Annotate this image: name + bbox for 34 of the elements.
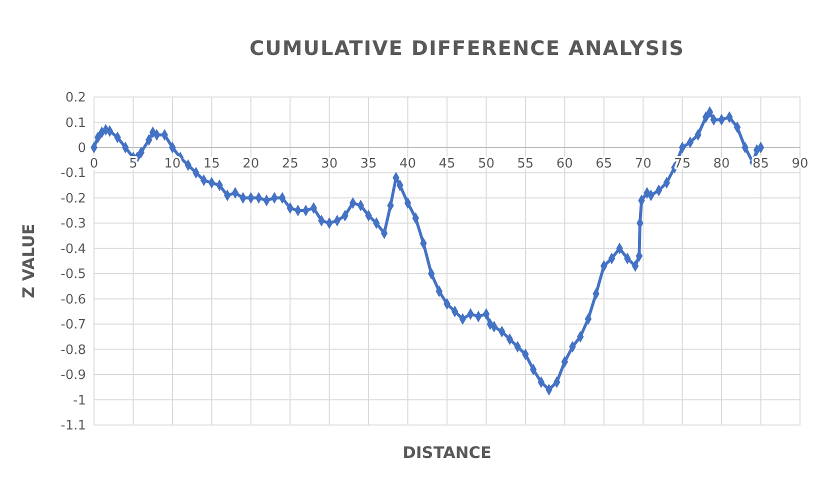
x-tick-label: 10 [164,156,181,172]
x-tick-label: 45 [438,156,456,172]
y-axis-title: Z VALUE [19,224,38,298]
x-tick-label: 60 [556,156,573,172]
y-tick-label: -0.4 [60,242,86,257]
y-tick-label: -0.7 [60,318,86,333]
y-tick-label: 0.2 [65,90,86,106]
x-axis-title: DISTANCE [402,443,492,462]
y-tick-label: -0.8 [60,342,86,358]
y-tick-label: -0.9 [60,368,86,384]
y-tick-label: -0.6 [60,292,86,308]
y-tick-label: -1.1 [60,418,86,434]
x-tick-label: 80 [713,156,730,172]
chart-title: CUMULATIVE DIFFERENCE ANALYSIS [249,36,685,60]
x-tick-label: 50 [478,156,494,172]
y-tick-label: -0.3 [60,216,86,232]
y-tick-label: -0.5 [60,267,86,282]
x-tick-label: 65 [596,156,612,172]
x-tick-label: 5 [129,156,138,172]
x-tick-label: 0 [90,156,98,172]
x-tick-label: 35 [360,156,377,172]
y-tick-label: 0.1 [65,116,86,131]
x-tick-label: 15 [203,156,220,172]
x-tick-label: 20 [242,156,260,172]
y-tick-label: -1 [73,393,86,408]
x-tick-label: 55 [517,156,534,172]
y-tick-label: 0 [78,141,86,156]
x-tick-label: 40 [400,156,416,172]
x-tick-label: 90 [792,156,808,172]
x-tick-label: 70 [634,156,652,172]
x-tick-label: 25 [282,156,298,172]
y-tick-label: -0.1 [60,166,86,182]
y-tick-label: -0.2 [60,191,86,206]
x-tick-label: 30 [321,156,338,172]
